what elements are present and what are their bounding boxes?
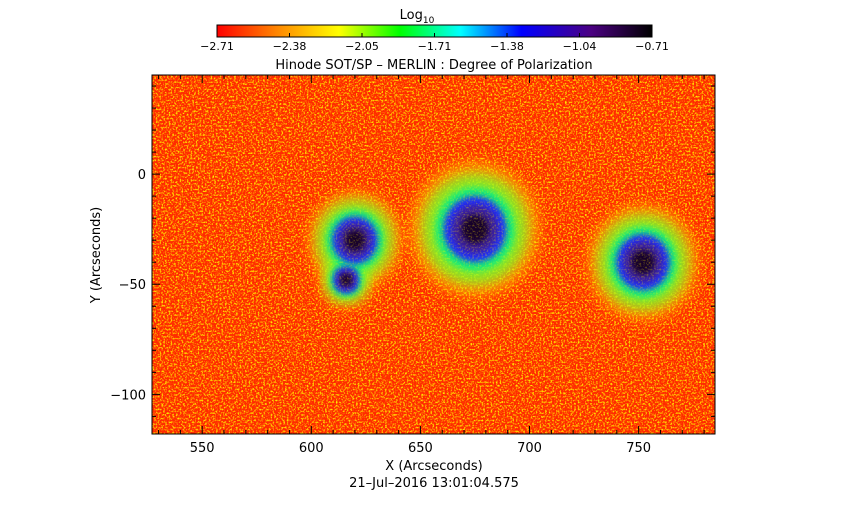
y-tick-label: −50 — [119, 278, 146, 293]
colorbar-tick-label: −1.04 — [563, 40, 597, 53]
colorbar-tick-label: −2.38 — [273, 40, 307, 53]
polarization-map — [152, 75, 715, 434]
colorbar-tick-label: −1.38 — [490, 40, 524, 53]
plot-title: Hinode SOT/SP – MERLIN : Degree of Polar… — [275, 58, 592, 73]
plot-frame — [151, 74, 716, 435]
colorbar-tick-label: −2.05 — [345, 40, 379, 53]
x-tick-label: 750 — [626, 441, 651, 456]
y-tick-label: −100 — [110, 388, 146, 403]
x-axis-ticks: 550 600 650 700 750 — [158, 75, 705, 456]
x-axis-label: X (Arcseconds) — [385, 459, 482, 474]
y-axis-ticks: 0 −50 −100 — [110, 85, 715, 417]
colorbar-tick-label: −0.71 — [635, 40, 669, 53]
colorbar-label: Log10 — [400, 8, 435, 26]
x-tick-label: 600 — [299, 441, 324, 456]
texture-overlay — [152, 75, 715, 434]
y-tick-label: 0 — [138, 168, 146, 183]
timestamp: 21–Jul–2016 13:01:04.575 — [349, 476, 519, 491]
x-tick-label: 650 — [408, 441, 433, 456]
colorbar-tick-label: −1.71 — [418, 40, 452, 53]
x-tick-label: 550 — [190, 441, 215, 456]
sunspot-regions — [152, 75, 715, 434]
y-axis-label: Y (Arcseconds) — [89, 207, 104, 304]
x-tick-label: 700 — [517, 441, 542, 456]
colorbar-tick-label: −2.71 — [200, 40, 234, 53]
colorbar-ticks: −2.71 −2.38 −2.05 −1.71 −1.38 −1.04 −0.71 — [200, 33, 669, 53]
